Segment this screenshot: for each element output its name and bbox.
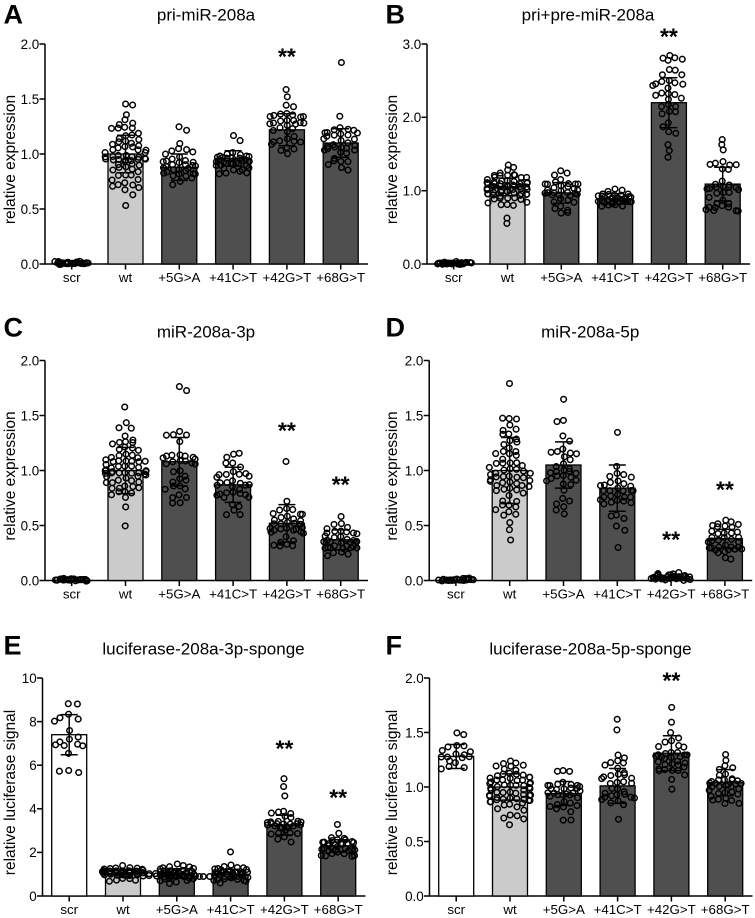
svg-text:wt: wt <box>502 587 517 602</box>
svg-text:**: ** <box>278 44 296 70</box>
svg-text:wt: wt <box>500 270 515 285</box>
svg-text:+42G>T: +42G>T <box>645 270 694 285</box>
svg-text:0.0: 0.0 <box>403 257 422 272</box>
svg-text:6: 6 <box>29 758 36 773</box>
svg-text:scr: scr <box>60 902 78 917</box>
svg-text:1.5: 1.5 <box>405 408 424 423</box>
svg-text:miR-208a-5p: miR-208a-5p <box>541 323 639 342</box>
svg-text:**: ** <box>716 477 734 503</box>
svg-text:+5G>A: +5G>A <box>542 587 584 602</box>
svg-text:luciferase-208a-3p-sponge: luciferase-208a-3p-sponge <box>102 640 304 659</box>
svg-text:E: E <box>4 631 22 661</box>
svg-text:C: C <box>4 313 24 343</box>
svg-text:0.0: 0.0 <box>21 257 40 272</box>
svg-text:10: 10 <box>22 671 37 686</box>
svg-text:1.5: 1.5 <box>21 92 40 107</box>
svg-text:wt: wt <box>118 270 133 285</box>
svg-text:+68G>T: +68G>T <box>701 587 750 602</box>
svg-text:+42G>T: +42G>T <box>260 902 309 917</box>
svg-text:pri-miR-208a: pri-miR-208a <box>157 6 256 25</box>
svg-text:**: ** <box>660 24 678 50</box>
svg-text:+68G>T: +68G>T <box>701 902 750 917</box>
svg-text:luciferase-208a-5p-sponge: luciferase-208a-5p-sponge <box>489 640 691 659</box>
svg-text:scr: scr <box>63 587 81 602</box>
svg-text:scr: scr <box>445 270 463 285</box>
svg-text:**: ** <box>278 418 296 444</box>
svg-text:+5G>A: +5G>A <box>158 270 200 285</box>
svg-text:0.5: 0.5 <box>405 834 424 849</box>
svg-text:**: ** <box>662 668 680 694</box>
svg-text:+42G>T: +42G>T <box>647 587 696 602</box>
svg-text:relative expression: relative expression <box>2 411 19 540</box>
svg-text:3.0: 3.0 <box>403 37 422 52</box>
svg-text:D: D <box>386 313 406 343</box>
svg-text:0.5: 0.5 <box>21 202 40 217</box>
svg-text:+5G>A: +5G>A <box>158 587 200 602</box>
svg-text:0.5: 0.5 <box>21 518 40 533</box>
svg-text:0.5: 0.5 <box>405 518 424 533</box>
svg-text:A: A <box>4 0 24 30</box>
svg-text:1.0: 1.0 <box>21 463 40 478</box>
svg-text:+42G>T: +42G>T <box>263 270 312 285</box>
svg-text:8: 8 <box>29 714 36 729</box>
svg-text:**: ** <box>329 785 347 811</box>
svg-text:F: F <box>386 631 403 661</box>
svg-text:0.0: 0.0 <box>405 889 424 904</box>
svg-text:0: 0 <box>29 889 36 904</box>
svg-text:+41C>T: +41C>T <box>209 587 257 602</box>
svg-text:0.0: 0.0 <box>405 573 424 588</box>
svg-text:**: ** <box>275 736 293 762</box>
svg-text:**: ** <box>332 472 350 498</box>
svg-text:4: 4 <box>29 802 37 817</box>
svg-text:wt: wt <box>115 902 130 917</box>
svg-text:pri+pre-miR-208a: pri+pre-miR-208a <box>522 6 655 25</box>
svg-text:1.0: 1.0 <box>405 780 424 795</box>
svg-text:+5G>A: +5G>A <box>156 902 198 917</box>
svg-text:2.0: 2.0 <box>21 37 40 52</box>
svg-text:+41C>T: +41C>T <box>593 587 641 602</box>
svg-text:relative luciferase signal: relative luciferase signal <box>384 710 401 875</box>
svg-text:+5G>A: +5G>A <box>540 270 582 285</box>
svg-text:+42G>T: +42G>T <box>647 902 696 917</box>
svg-text:**: ** <box>662 527 680 553</box>
svg-text:1.0: 1.0 <box>403 184 422 199</box>
svg-text:scr: scr <box>63 270 81 285</box>
svg-text:+68G>T: +68G>T <box>314 902 363 917</box>
svg-text:2.0: 2.0 <box>405 353 424 368</box>
svg-text:relative luciferase signal: relative luciferase signal <box>2 710 19 875</box>
svg-text:2: 2 <box>29 845 36 860</box>
svg-text:relative expression: relative expression <box>384 95 401 224</box>
svg-text:scr: scr <box>447 902 465 917</box>
svg-text:+68G>T: +68G>T <box>316 270 365 285</box>
svg-text:1.5: 1.5 <box>21 408 40 423</box>
svg-text:relative expression: relative expression <box>384 411 401 540</box>
svg-text:wt: wt <box>118 587 133 602</box>
svg-text:wt: wt <box>502 902 517 917</box>
svg-text:1.0: 1.0 <box>21 147 40 162</box>
svg-text:+68G>T: +68G>T <box>316 587 365 602</box>
svg-text:+41C>T: +41C>T <box>591 270 639 285</box>
svg-text:+41C>T: +41C>T <box>594 902 642 917</box>
svg-text:scr: scr <box>447 587 465 602</box>
svg-text:miR-208a-3p: miR-208a-3p <box>157 323 255 342</box>
svg-text:+42G>T: +42G>T <box>263 587 312 602</box>
svg-text:1.0: 1.0 <box>405 463 424 478</box>
svg-text:0.0: 0.0 <box>21 573 40 588</box>
svg-text:1.5: 1.5 <box>405 725 424 740</box>
svg-text:+41C>T: +41C>T <box>209 270 257 285</box>
svg-text:B: B <box>386 0 406 30</box>
svg-text:+68G>T: +68G>T <box>698 270 747 285</box>
svg-text:+41C>T: +41C>T <box>207 902 255 917</box>
svg-text:2.0: 2.0 <box>403 110 422 125</box>
svg-text:2.0: 2.0 <box>405 671 424 686</box>
svg-text:+5G>A: +5G>A <box>543 902 585 917</box>
svg-text:2.0: 2.0 <box>21 353 40 368</box>
svg-text:relative expression: relative expression <box>2 95 19 224</box>
